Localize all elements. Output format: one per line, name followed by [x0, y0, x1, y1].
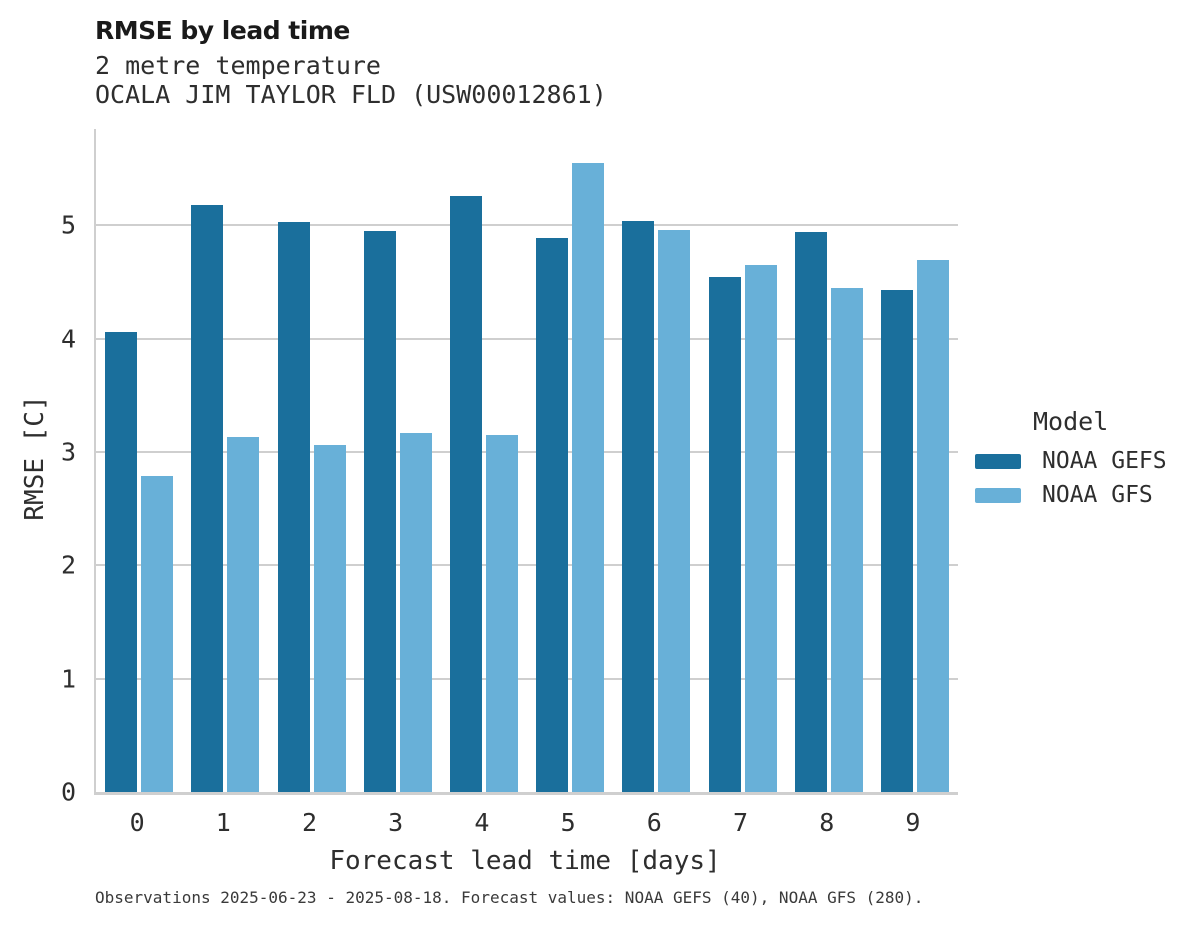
- x-tick-label-4: 4: [474, 808, 490, 837]
- bar-noaa-gfs-day-6: [658, 229, 691, 792]
- y-tick-label-3: 3: [60, 437, 76, 467]
- y-tick-label-5: 5: [60, 210, 76, 240]
- x-tick-label-3: 3: [388, 808, 404, 837]
- bar-group-day-6: [613, 129, 699, 792]
- bar-noaa-gefs-day-4: [449, 195, 482, 792]
- gridline-3: [96, 451, 958, 453]
- x-tick-label-2: 2: [301, 808, 318, 837]
- legend: Model NOAA GEFS NOAA GFS: [975, 406, 1190, 512]
- x-tick-label-9: 9: [905, 808, 921, 837]
- bars-row: [96, 129, 958, 792]
- legend-swatch-icon: [975, 487, 1021, 503]
- legend-item-noaa-gfs: NOAA GFS: [975, 478, 1190, 512]
- gridline-4: [96, 337, 958, 340]
- bar-group-day-9: [872, 129, 958, 792]
- bar-noaa-gfs-day-4: [485, 435, 518, 792]
- bar-noaa-gfs-day-2: [313, 445, 346, 792]
- bar-noaa-gfs-day-3: [399, 432, 432, 792]
- bar-noaa-gfs-day-0: [141, 475, 174, 792]
- y-axis-tick-labels: 0 1 2 3 4 5: [0, 129, 76, 805]
- bar-noaa-gefs-day-2: [277, 221, 310, 792]
- legend-label: NOAA GFS: [1042, 482, 1153, 508]
- legend-items: NOAA GEFS NOAA GFS: [975, 444, 1190, 512]
- bar-noaa-gefs-day-8: [794, 232, 827, 792]
- bar-noaa-gefs-day-5: [536, 237, 569, 792]
- x-tick-label-1: 1: [215, 808, 231, 837]
- chart-subtitle-block: 2 metre temperature OCALA JIM TAYLOR FLD…: [95, 51, 607, 109]
- bar-group-day-3: [355, 129, 441, 792]
- gridline-1: [96, 677, 958, 680]
- legend-label: NOAA GEFS: [1042, 448, 1167, 474]
- bar-noaa-gfs-day-7: [744, 265, 777, 792]
- x-tick-label-5: 5: [560, 808, 576, 837]
- gridline-2: [96, 564, 958, 567]
- y-tick-label-4: 4: [60, 324, 76, 354]
- bar-noaa-gfs-day-8: [830, 287, 863, 792]
- station-name: OCALA JIM TAYLOR FLD (USW00012861): [95, 80, 607, 109]
- bar-group-day-7: [699, 129, 785, 792]
- gridline-5: [96, 224, 958, 227]
- x-tick-label-0: 0: [129, 808, 145, 837]
- bar-noaa-gefs-day-7: [708, 277, 741, 792]
- y-tick-label-0: 0: [60, 777, 76, 807]
- plot-area: [94, 129, 958, 795]
- bar-noaa-gfs-day-5: [572, 163, 605, 792]
- bar-group-day-5: [527, 129, 613, 792]
- x-axis-tick-labels: 0 1 2 3 4 5 6 7 8 9: [94, 808, 956, 838]
- x-axis-title: Forecast lead time [days]: [329, 846, 721, 876]
- legend-title: Model: [1033, 407, 1109, 436]
- legend-item-noaa-gefs: NOAA GEFS: [975, 444, 1190, 478]
- legend-swatch-icon: [975, 453, 1021, 469]
- bar-group-day-8: [786, 129, 872, 792]
- bar-noaa-gefs-day-0: [105, 331, 138, 792]
- y-tick-label-1: 1: [60, 664, 76, 694]
- bar-noaa-gfs-day-1: [227, 437, 260, 792]
- chart-subtitle: 2 metre temperature: [95, 51, 381, 80]
- bar-noaa-gfs-day-9: [916, 260, 949, 792]
- bar-group-day-4: [441, 129, 527, 792]
- chart-title: RMSE by lead time: [95, 16, 350, 45]
- bar-noaa-gefs-day-3: [363, 231, 396, 792]
- bar-group-day-0: [96, 129, 182, 792]
- bar-noaa-gefs-day-9: [880, 289, 913, 792]
- x-tick-label-6: 6: [646, 808, 662, 837]
- bar-noaa-gefs-day-1: [191, 204, 224, 792]
- x-tick-label-8: 8: [819, 808, 835, 837]
- y-tick-label-2: 2: [60, 550, 76, 580]
- bar-noaa-gefs-day-6: [622, 220, 655, 792]
- caption-observations: Observations 2025-06-23 - 2025-08-18. Fo…: [95, 888, 924, 907]
- bar-group-day-1: [182, 129, 268, 792]
- bar-group-day-2: [268, 129, 354, 792]
- x-tick-label-7: 7: [732, 808, 749, 837]
